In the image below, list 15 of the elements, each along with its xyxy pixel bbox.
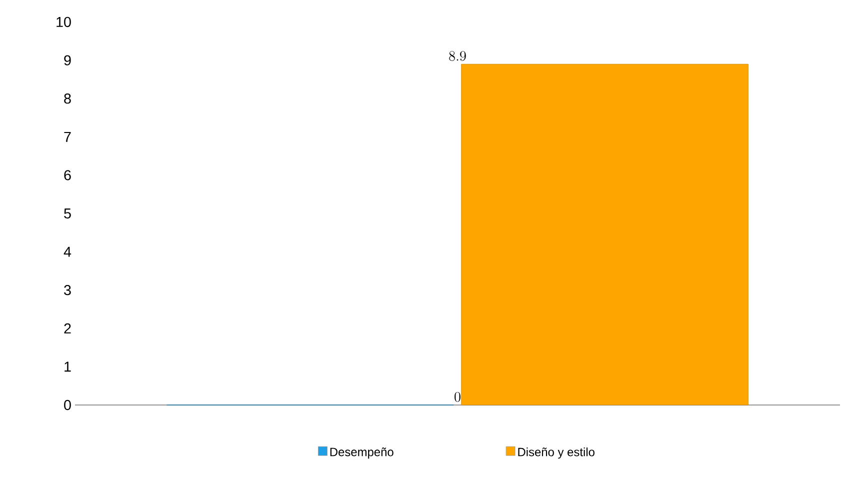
y-tick-label: 3: [64, 285, 71, 296]
y-tick-label: 5: [64, 208, 71, 219]
y-tick-label: 4: [64, 246, 72, 257]
y-tick-label: 6: [64, 170, 71, 180]
y-tick-label: 10: [56, 16, 71, 28]
y-tick-label: 1: [64, 362, 71, 372]
data-label: 8.9: [449, 51, 466, 61]
y-tick-label: 2: [64, 323, 71, 334]
y-tick-label: 9: [64, 55, 71, 66]
y-tick-label: 0: [64, 400, 71, 410]
y-tick-label: 8: [64, 94, 71, 104]
data-label: 0: [454, 392, 460, 402]
legend-label: Desempeño: [330, 448, 394, 459]
legend-label: Diseño y estilo: [518, 447, 594, 459]
y-tick-label: 7: [64, 132, 71, 142]
